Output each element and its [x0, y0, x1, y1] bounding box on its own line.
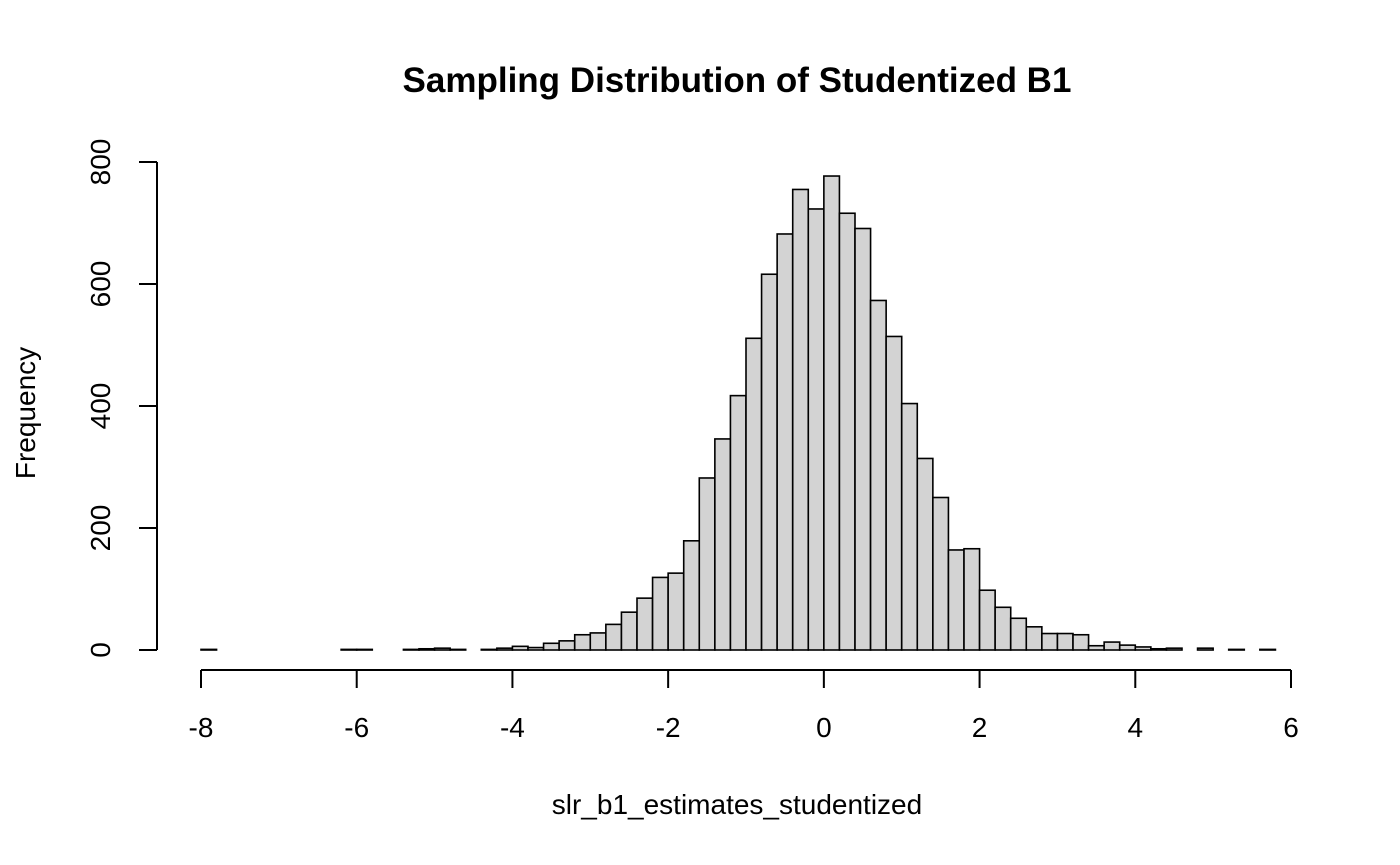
histogram-bar — [589, 632, 607, 651]
histogram-bar — [355, 648, 374, 651]
histogram-bar — [340, 648, 358, 651]
histogram-bar — [1227, 648, 1246, 651]
histogram-bar — [807, 208, 825, 651]
histogram-bar — [791, 188, 810, 651]
histogram-bar — [1072, 633, 1090, 651]
histogram-bar — [916, 457, 934, 651]
x-axis: -8 -6 -4 -2 0 2 4 6 — [189, 669, 1299, 743]
histogram-bar — [823, 175, 841, 651]
histogram-bar — [480, 648, 498, 651]
histogram-bar — [1196, 647, 1214, 651]
histogram-bar — [558, 640, 576, 651]
histogram-bar — [402, 648, 420, 651]
histogram-bar — [200, 648, 218, 651]
histogram-bar — [1118, 644, 1137, 651]
histogram-bar — [900, 402, 919, 651]
x-tick-label: -6 — [344, 712, 369, 743]
chart-title: Sampling Distribution of Studentized B1 — [403, 61, 1072, 100]
y-tick-label: 200 — [85, 505, 116, 552]
y-tick-label: 0 — [85, 642, 116, 658]
histogram-bar — [1041, 632, 1059, 651]
x-tick-label: 6 — [1283, 712, 1299, 743]
histogram-bar — [760, 273, 778, 651]
histogram-bar — [698, 477, 716, 651]
histogram-bar — [667, 572, 685, 651]
histogram-bar — [838, 212, 856, 651]
histogram-bar — [573, 633, 592, 651]
histogram-bar — [1056, 632, 1074, 651]
histogram-bar — [1009, 617, 1028, 651]
x-tick-label: 2 — [972, 712, 988, 743]
x-tick-label: -4 — [500, 712, 525, 743]
histogram-bars — [200, 175, 1277, 651]
y-tick-label: 800 — [85, 139, 116, 186]
histogram-bar — [1134, 646, 1152, 651]
histogram-bar — [1025, 626, 1043, 651]
histogram-bar — [947, 549, 965, 651]
histogram-bar — [978, 589, 996, 651]
histogram-bar — [620, 611, 638, 651]
histogram-bar — [511, 645, 529, 651]
histogram-bar — [1150, 647, 1168, 651]
y-axis: 0 200 400 600 800 — [85, 139, 158, 658]
histogram-bar — [714, 438, 732, 651]
x-tick-label: 4 — [1127, 712, 1143, 743]
x-tick-label: -2 — [656, 712, 681, 743]
histogram-bar — [1165, 647, 1183, 651]
histogram-bar — [885, 335, 903, 651]
histogram-bar — [729, 394, 747, 651]
histogram-bar — [449, 648, 467, 651]
histogram-bar — [854, 227, 872, 651]
histogram-bar — [496, 647, 514, 651]
y-tick-label: 400 — [85, 383, 116, 430]
histogram-bar — [605, 623, 623, 651]
histogram-bar — [994, 606, 1012, 651]
histogram-bar — [542, 642, 560, 651]
x-axis-label: slr_b1_estimates_studentized — [552, 789, 922, 820]
histogram-bar — [745, 337, 763, 651]
histogram-bar — [1087, 644, 1105, 651]
histogram-bar — [433, 647, 451, 651]
histogram-bar — [418, 647, 436, 651]
histogram-bar — [527, 646, 545, 651]
y-axis-label: Frequency — [10, 347, 41, 479]
x-tick-label: -8 — [189, 712, 214, 743]
histogram-bar — [1259, 648, 1277, 651]
histogram-bar — [636, 597, 654, 651]
x-tick-label: 0 — [816, 712, 832, 743]
histogram-bar — [651, 576, 669, 651]
histogram-bar — [682, 540, 701, 651]
histogram-bar — [963, 547, 981, 651]
y-tick-label: 600 — [85, 261, 116, 308]
histogram-bar — [1103, 641, 1121, 651]
histogram-bar — [776, 233, 794, 651]
histogram-bar — [869, 299, 887, 651]
histogram-bar — [932, 496, 950, 651]
